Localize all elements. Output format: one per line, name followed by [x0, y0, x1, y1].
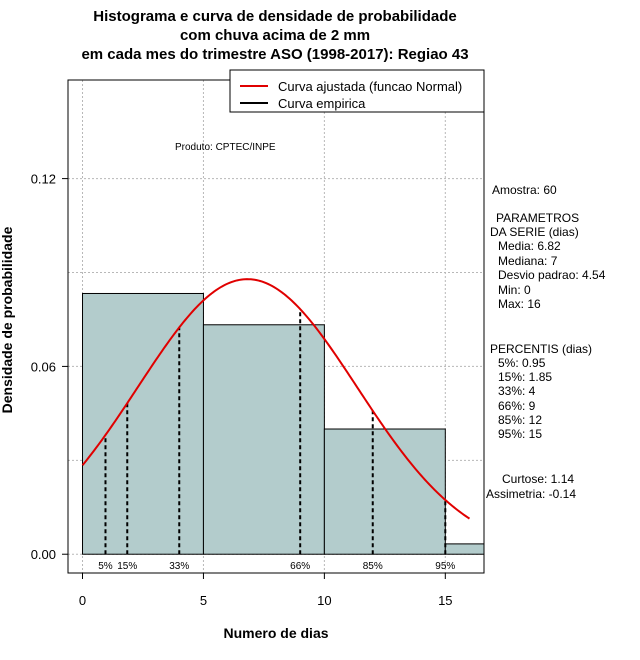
histogram-bar: [82, 292, 204, 555]
chart-title-line-3: em cada mes do trimestre ASO (1998-2017)…: [81, 46, 468, 63]
param-media: Media: 6.82: [498, 239, 561, 253]
param-desvio: Desvio padrao: 4.54: [498, 268, 606, 282]
y-tick-label: 0.00: [31, 547, 56, 562]
param-min: Min: 0: [498, 283, 531, 297]
params-title-1: PARAMETROS: [496, 211, 580, 225]
y-axis: 0.00 0.06 0.12: [31, 172, 68, 562]
chart-title-line-1: Histograma e curva de densidade de proba…: [93, 8, 456, 25]
x-axis: 0 5 10 15: [79, 572, 453, 608]
percentile-labels: 5% 15% 33% 66% 85% 95%: [98, 561, 455, 572]
percentis-15: 15%: 1.85: [498, 370, 553, 384]
percentis-33: 33%: 4: [498, 384, 536, 398]
y-tick-label: 0.12: [31, 172, 56, 187]
percentis-66: 66%: 9: [498, 399, 536, 413]
sample-size: Amostra: 60: [492, 183, 557, 197]
stat-assimetria: Assimetria: -0.14: [486, 487, 577, 501]
normal-curve-line: [81, 278, 471, 520]
percentis-title: PERCENTIS (dias): [490, 342, 593, 356]
histogram-bar: [444, 543, 485, 555]
percentis-5: 5%: 0.95: [498, 356, 546, 370]
stat-curtose: Curtose: 1.14: [502, 472, 575, 486]
legend-label-normal: Curva ajustada (funcao Normal): [278, 79, 462, 94]
histogram-bars: [82, 292, 485, 555]
x-tick-label: 5: [200, 593, 207, 608]
param-mediana: Mediana: 7: [498, 254, 558, 268]
param-max: Max: 16: [498, 297, 541, 311]
legend-label-empirical: Curva empirica: [278, 96, 366, 111]
x-tick-label: 10: [317, 593, 331, 608]
percentile-lines: [104, 309, 447, 555]
y-tick-label: 0.06: [31, 359, 56, 374]
x-tick-label: 0: [79, 593, 86, 608]
y-axis-label: Densidade de probabilidade: [0, 226, 15, 413]
x-tick-label: 15: [438, 593, 452, 608]
percentis-95: 95%: 15: [498, 427, 543, 441]
histogram-bar: [323, 428, 446, 555]
percentile-label: 95%: [435, 561, 455, 572]
percentile-label: 15%: [117, 561, 137, 572]
params-title-2: DA SERIE (dias): [490, 225, 579, 239]
produto-credit: Produto: CPTEC/INPE: [175, 142, 276, 153]
percentis-85: 85%: 12: [498, 413, 543, 427]
percentile-label: 85%: [363, 561, 383, 572]
histogram-bar: [202, 324, 325, 555]
legend: Curva ajustada (funcao Normal) Curva emp…: [229, 69, 485, 113]
x-axis-label: Numero de dias: [223, 625, 328, 641]
percentile-label: 33%: [169, 561, 189, 572]
legend-box: [229, 69, 485, 113]
chart-title-line-2: com chuva acima de 2 mm: [180, 27, 370, 44]
percentile-label: 66%: [290, 561, 310, 572]
percentile-label: 5%: [98, 561, 113, 572]
